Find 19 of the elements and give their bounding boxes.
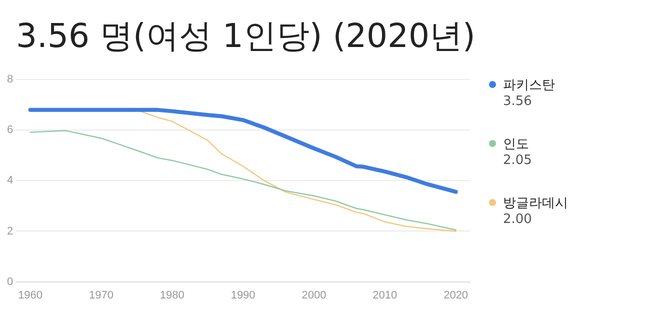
legend-label: 파키스탄 [503, 77, 556, 94]
x-tick-label: 2000 [302, 289, 326, 302]
text: 2.00 [503, 212, 533, 227]
y-tick-label: 4 [6, 174, 14, 187]
text: 2.05 [503, 153, 533, 168]
y-tick-label: 8 [6, 74, 14, 86]
chart-title: 3.56 명(여성 1인당) (2020년) [16, 15, 476, 57]
legend-label: 인도 [503, 136, 530, 153]
x-tick-label: 1990 [230, 289, 256, 302]
y-tick-label: 6 [6, 124, 14, 136]
y-tick-label: 0 [6, 276, 14, 288]
text: 3.56 [503, 94, 533, 109]
legend-label: 방글라데시 [503, 195, 568, 212]
y-tick-label: 2 [6, 225, 14, 238]
x-tick-label: 1960 [18, 289, 43, 302]
x-tick-label: 1970 [88, 289, 114, 302]
x-tick-label: 2010 [372, 289, 398, 302]
x-tick-label: 2020 [444, 289, 468, 302]
x-tick-label: 1980 [160, 289, 184, 302]
